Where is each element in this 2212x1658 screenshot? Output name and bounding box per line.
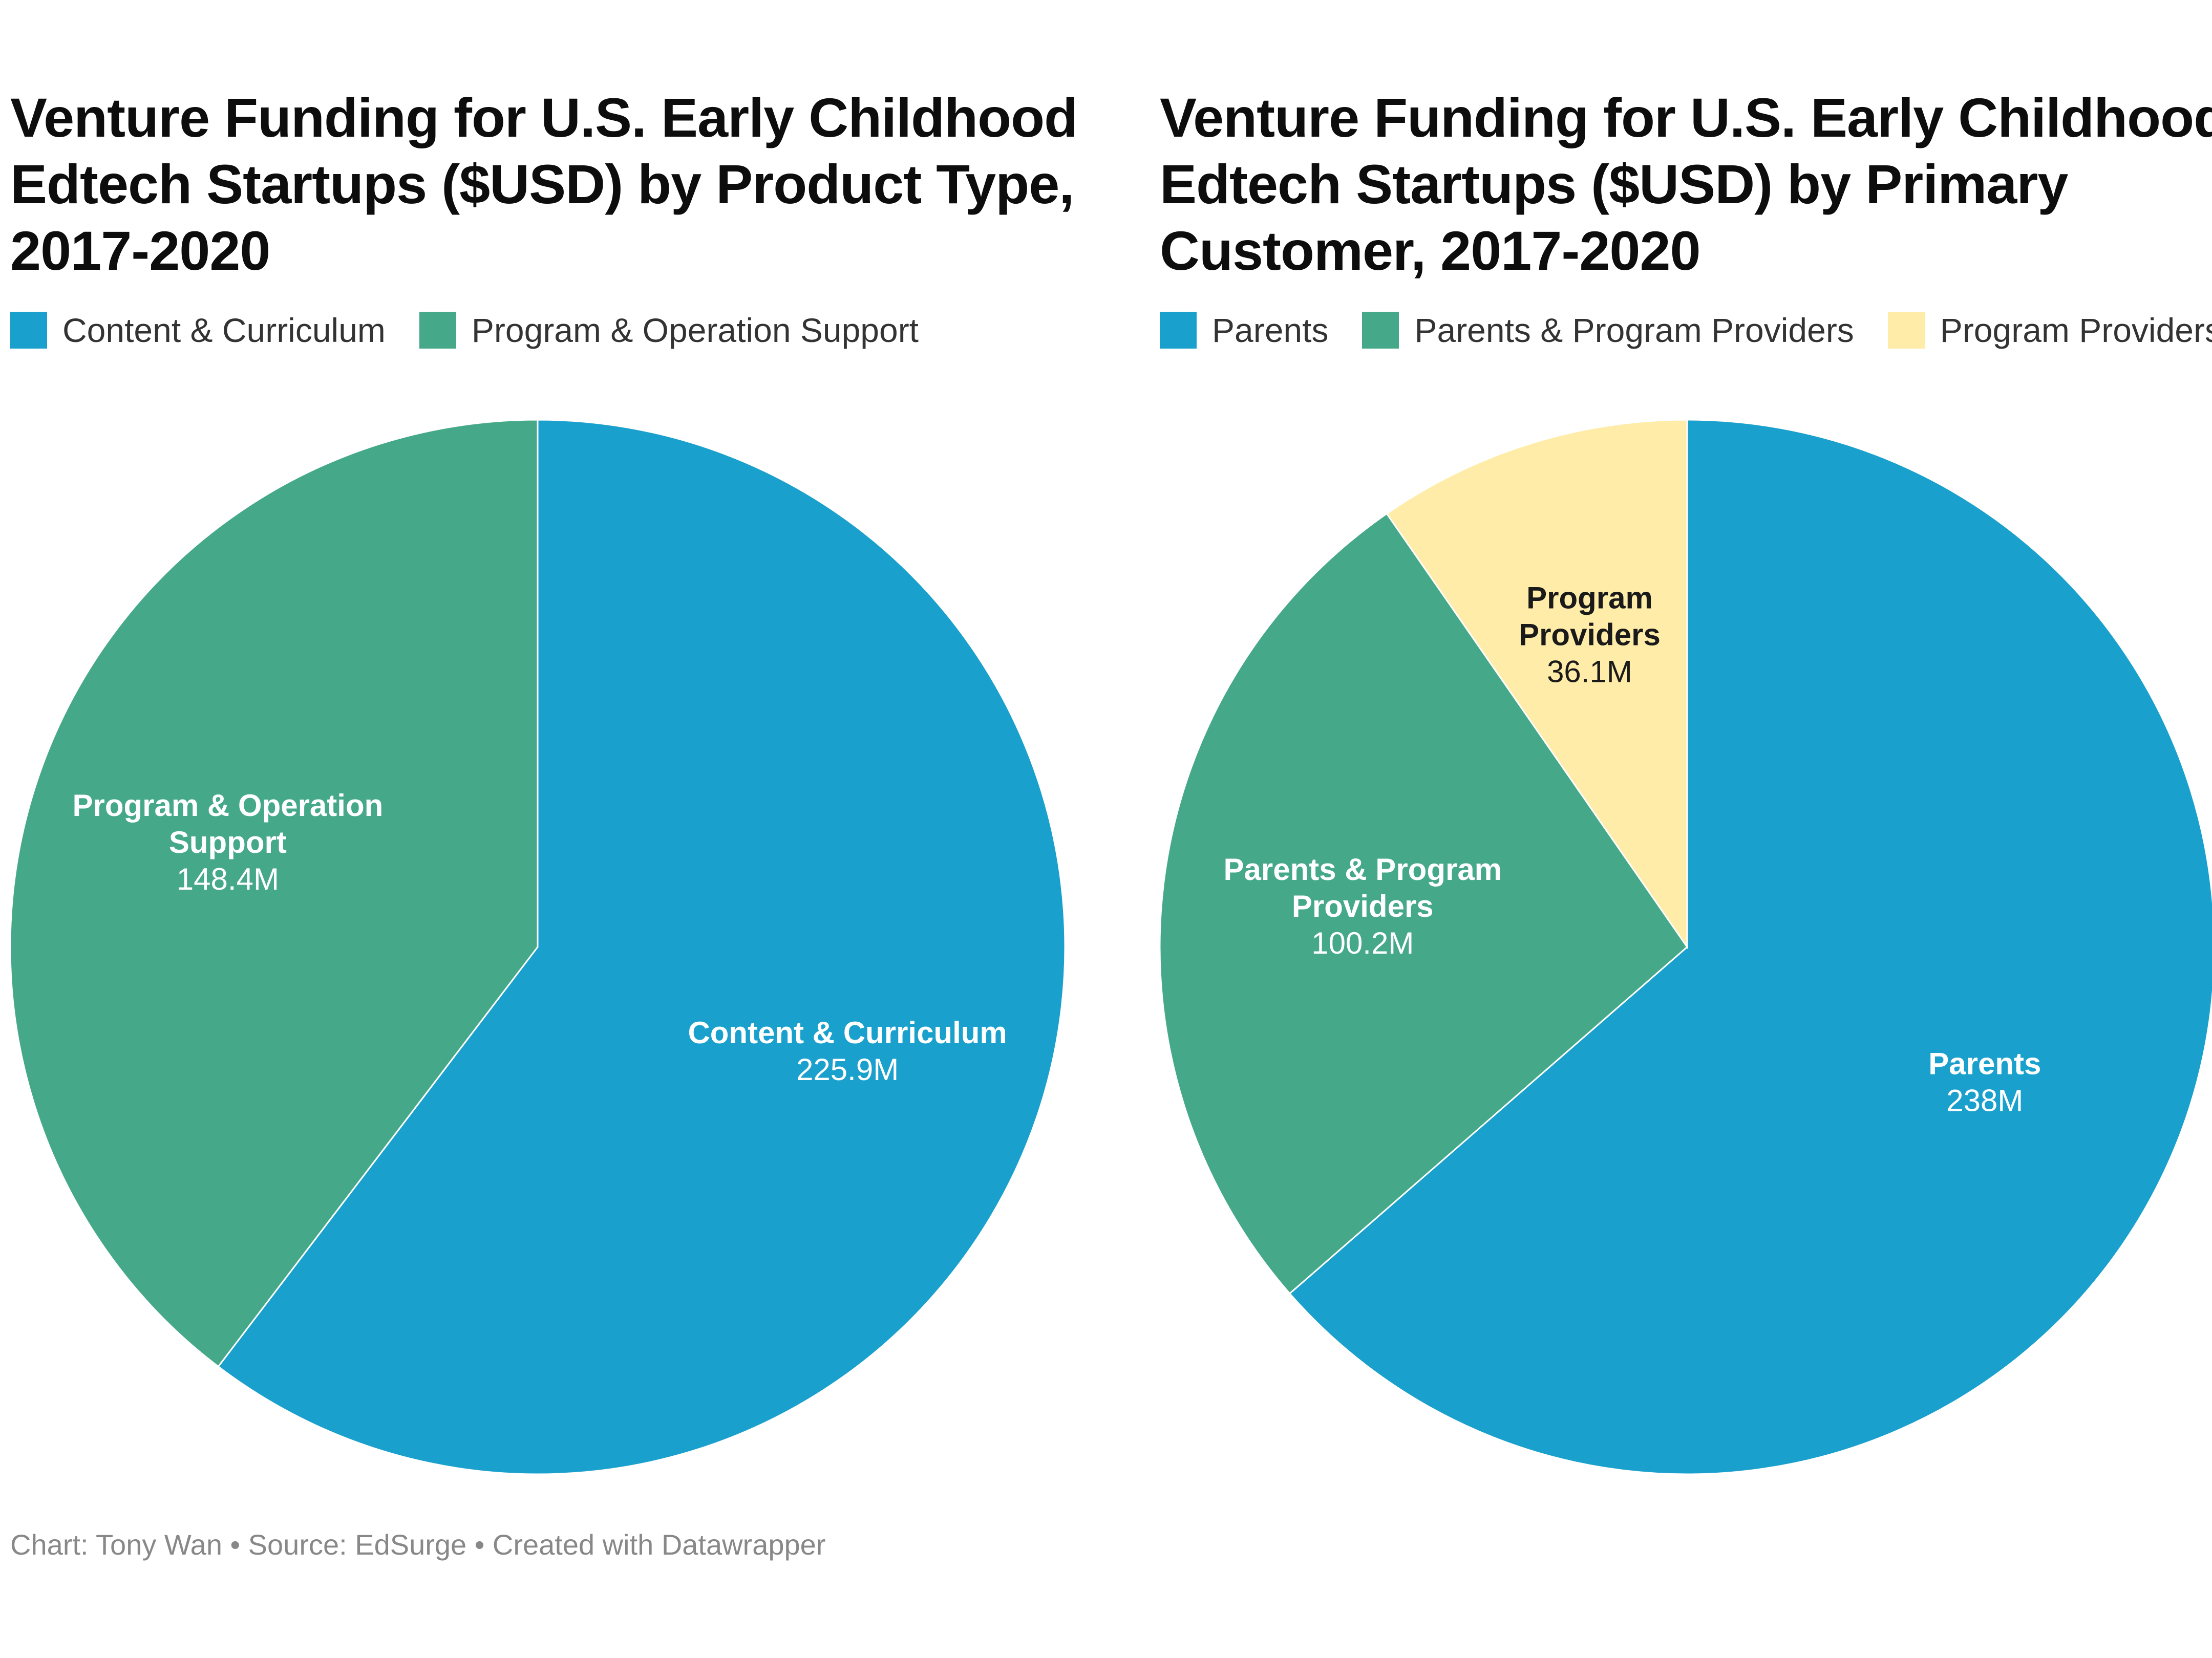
legend-item-parents: Parents: [1160, 311, 1328, 350]
legend-swatch: [419, 312, 456, 349]
slice-label-name: Support: [169, 825, 287, 859]
chart-legend: Content & Curriculum Program & Operation…: [10, 310, 952, 351]
pie-slice-parents: [1288, 419, 2212, 1475]
legend-item-program-operation-support: Program & Operation Support: [419, 311, 919, 350]
legend-item-parents-program-providers: Parents & Program Providers: [1362, 311, 1854, 350]
slice-label-value: 225.9M: [796, 1052, 899, 1087]
slice-label-name: Program & Operation: [72, 788, 383, 823]
slice-label-name: Providers: [1519, 617, 1661, 652]
chart-footer: Chart: Tony Wan • Source: EdSurge • Crea…: [10, 1528, 826, 1561]
legend-item-program-providers: Program Providers: [1887, 311, 2212, 350]
legend-item-content-curriculum: Content & Curriculum: [10, 311, 386, 350]
slice-label-content-curriculum: Content & Curriculum 225.9M: [688, 1016, 1007, 1087]
slice-label-parents-program-providers: Parents & Program Providers 100.2M: [1224, 852, 1502, 960]
chart-panel-product-type: Venture Funding for U.S. Early Childhood…: [9, 0, 1086, 1536]
pie-slice-program-providers: [1386, 419, 1688, 950]
pie-slice-program-operation-support: [9, 419, 539, 1368]
pie-slice-content-curriculum: [217, 419, 1066, 1475]
slice-label-name: Program: [1526, 580, 1653, 615]
legend-label: Content & Curriculum: [62, 311, 386, 349]
legend-swatch: [1160, 312, 1197, 349]
pie-slice-parents-program-providers: [1159, 512, 1688, 1295]
pie-chart: Content & Curriculum 225.9M Program & Oper…: [9, 419, 1066, 1475]
slice-label-name: Content & Curriculum: [688, 1016, 1007, 1050]
slice-label-name: Parents: [1928, 1046, 2041, 1081]
slice-label-name: Providers: [1292, 889, 1434, 923]
legend-swatch: [1887, 312, 1925, 349]
slice-label-program-operation-support: Program & Operation Support 148.4M: [72, 788, 383, 896]
legend-swatch: [1362, 312, 1399, 349]
chart-legend: Parents Parents & Program Providers Prog…: [1160, 310, 2212, 351]
chart-title: Venture Funding for U.S. Early Childhood…: [10, 87, 1078, 282]
chart-title: Venture Funding for U.S. Early Childhood…: [1160, 87, 2212, 282]
legend-label: Program & Operation Support: [471, 311, 919, 349]
slice-label-parents: Parents 238M: [1928, 1046, 2041, 1117]
legend-swatch: [10, 312, 47, 349]
legend-label: Parents: [1212, 311, 1329, 349]
legend-label: Program Providers: [1940, 311, 2212, 349]
slice-label-name: Parents & Program: [1224, 852, 1502, 887]
slice-label-program-providers: Program Providers 36.1M: [1519, 580, 1661, 688]
slice-label-value: 36.1M: [1547, 654, 1632, 688]
slice-label-value: 148.4M: [177, 862, 279, 896]
chart-panel-primary-customer: Venture Funding for U.S. Early Childhood…: [1159, 0, 2212, 1536]
slice-label-value: 100.2M: [1311, 926, 1414, 960]
legend-label: Parents & Program Providers: [1414, 311, 1854, 349]
slice-label-value: 238M: [1946, 1083, 2023, 1117]
